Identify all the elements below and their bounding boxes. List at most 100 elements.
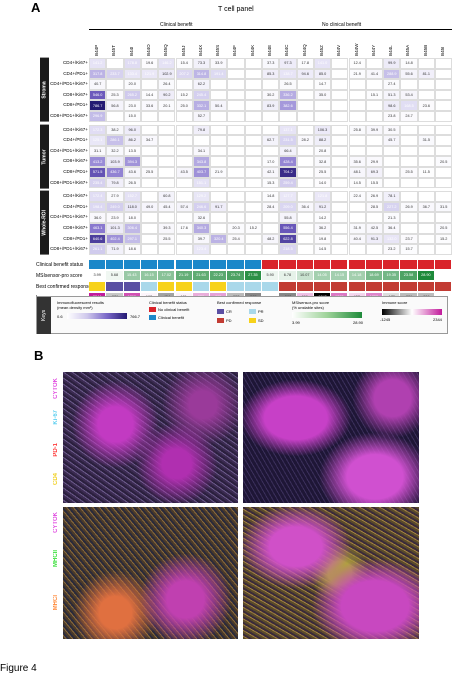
heatmap-cell: 26.9 — [365, 191, 384, 202]
heatmap-cell: 20.5 — [435, 156, 453, 167]
heatmap-cell: 259.4 — [279, 177, 297, 189]
heatmap-cell: 79.8 — [106, 177, 124, 189]
heatmap-cell: 18.6 — [123, 244, 141, 255]
heatmap-cell: 20.8 — [313, 145, 332, 157]
heatmap-cell — [296, 244, 314, 255]
heatmap-cell: 39.9 — [365, 124, 384, 136]
heatmap-cell — [400, 124, 418, 136]
heatmap-cell — [331, 100, 349, 111]
heatmap-cell — [158, 111, 176, 122]
heatmap-cell: 402.4 — [106, 233, 124, 245]
heatmap-cell — [313, 100, 332, 111]
column-label: B45S — [215, 44, 221, 56]
heatmap-cell: 121.9 — [140, 68, 159, 80]
heatmap-cell — [400, 156, 418, 167]
heatmap-cell: 34.7 — [140, 135, 159, 146]
heatmap-cell: 81.1 — [417, 68, 435, 80]
heatmap-cell: 71.9 — [106, 244, 124, 255]
msi-cell: 14.15 — [331, 270, 349, 281]
legend-sd-swatch — [249, 318, 256, 323]
heatmap-cell: 403.7 — [192, 167, 211, 178]
legend-cr: CR — [226, 309, 232, 314]
heatmap-cell: 51.3 — [383, 89, 401, 101]
heatmap-cell — [296, 79, 314, 90]
legend-msi-sub: (% unstable sites) — [292, 305, 324, 310]
heatmap-cell — [244, 201, 262, 213]
heatmap-cell: 31.1 — [89, 145, 107, 157]
heatmap-cell — [106, 58, 124, 69]
heatmap-cell: 25.4 — [227, 233, 245, 245]
legend-pr: PR — [258, 309, 264, 314]
legend-msi-gradient — [292, 312, 362, 318]
heatmap-cell — [192, 135, 211, 146]
heatmap-cell — [331, 191, 349, 202]
heatmap-cell — [331, 58, 349, 69]
legend-status-yes: Clinical benefit — [158, 315, 185, 320]
heatmap-cell: 18.0 — [123, 212, 141, 223]
heatmap-cell: 198.4 — [89, 201, 107, 213]
heatmap-cell: 32.6 — [192, 212, 211, 223]
heatmap-cell: 30.2 — [262, 89, 280, 101]
section-band: Tumor — [40, 124, 49, 189]
heatmap-cell: 28.4 — [262, 201, 280, 213]
heatmap-cell — [331, 244, 349, 255]
heatmap-cell — [348, 212, 366, 223]
heatmap-cell: 25.3 — [106, 89, 124, 101]
heatmap-cell — [175, 145, 193, 157]
heatmap-cell — [365, 111, 384, 122]
panel-letter-b: B — [34, 348, 44, 363]
heatmap-cell: 24.7 — [400, 111, 418, 122]
legend-status-yes-swatch — [149, 315, 156, 320]
heatmap-cell: 123.4 — [192, 244, 211, 255]
msi-cell: 3.99 — [89, 270, 107, 281]
heatmap-cell — [383, 167, 401, 178]
legend-immuno-min: 0.6 — [57, 314, 63, 319]
heatmap-cell — [296, 233, 314, 245]
group-label-clinical: Clinical benefit — [160, 22, 193, 28]
response-cell — [296, 281, 314, 292]
heatmap-cell — [417, 89, 435, 101]
row-label: CD8+/PD1+/Ki67+ — [50, 179, 88, 185]
heatmap-cell: 382.6 — [279, 100, 297, 111]
heatmap-cell: 343.8 — [192, 156, 211, 167]
micrograph-bottom-right — [243, 507, 419, 639]
heatmap-cell: 133.4 — [123, 68, 141, 80]
msi-cell — [435, 270, 453, 281]
row-label: CD4+/PD1+/Ki67+ — [50, 81, 88, 87]
heatmap-cell: 265.2 — [123, 89, 141, 101]
heatmap-cell — [227, 68, 245, 80]
heatmap-cell: 21.9 — [348, 68, 366, 80]
heatmap-cell: 12.4 — [348, 58, 366, 69]
heatmap-cell: 172.4 — [89, 191, 107, 202]
heatmap-cell — [348, 244, 366, 255]
heatmap-cell: 20.5 — [435, 223, 453, 234]
heatmap-cell — [244, 244, 262, 255]
column-label: B44O — [145, 44, 151, 56]
status-cell — [244, 259, 262, 270]
heatmap-cell: 146.2 — [158, 58, 176, 69]
heatmap-cell — [365, 212, 384, 223]
heatmap-cell: 622.8 — [279, 233, 297, 245]
heatmap-cell — [227, 58, 245, 69]
heatmap-cell: 428.4 — [279, 156, 297, 167]
heatmap-cell — [365, 79, 384, 90]
column-label: B44F — [232, 45, 238, 56]
section-band: Whole-ROI — [40, 191, 49, 255]
heatmap-cell — [210, 223, 228, 234]
column-label: B44I — [128, 46, 134, 56]
heatmap-cell: 178.8 — [123, 58, 141, 69]
column-label: B44V — [336, 44, 342, 56]
heatmap-cell: 231.5 — [279, 135, 297, 146]
heatmap-cell: 50.4 — [210, 100, 228, 111]
heatmap-cell: 317.8 — [89, 68, 107, 80]
msi-cell: 28.90 — [417, 270, 435, 281]
column-label: B44Q — [301, 44, 307, 56]
heatmap-cell — [331, 167, 349, 178]
heatmap-cell — [296, 223, 314, 234]
heatmap-cell: 141.0 — [313, 58, 332, 69]
legend-immune-max: 2344 — [433, 317, 442, 322]
heatmap-cell — [365, 58, 384, 69]
heatmap-cell — [140, 111, 159, 122]
heatmap-cell: 36.4 — [296, 201, 314, 213]
